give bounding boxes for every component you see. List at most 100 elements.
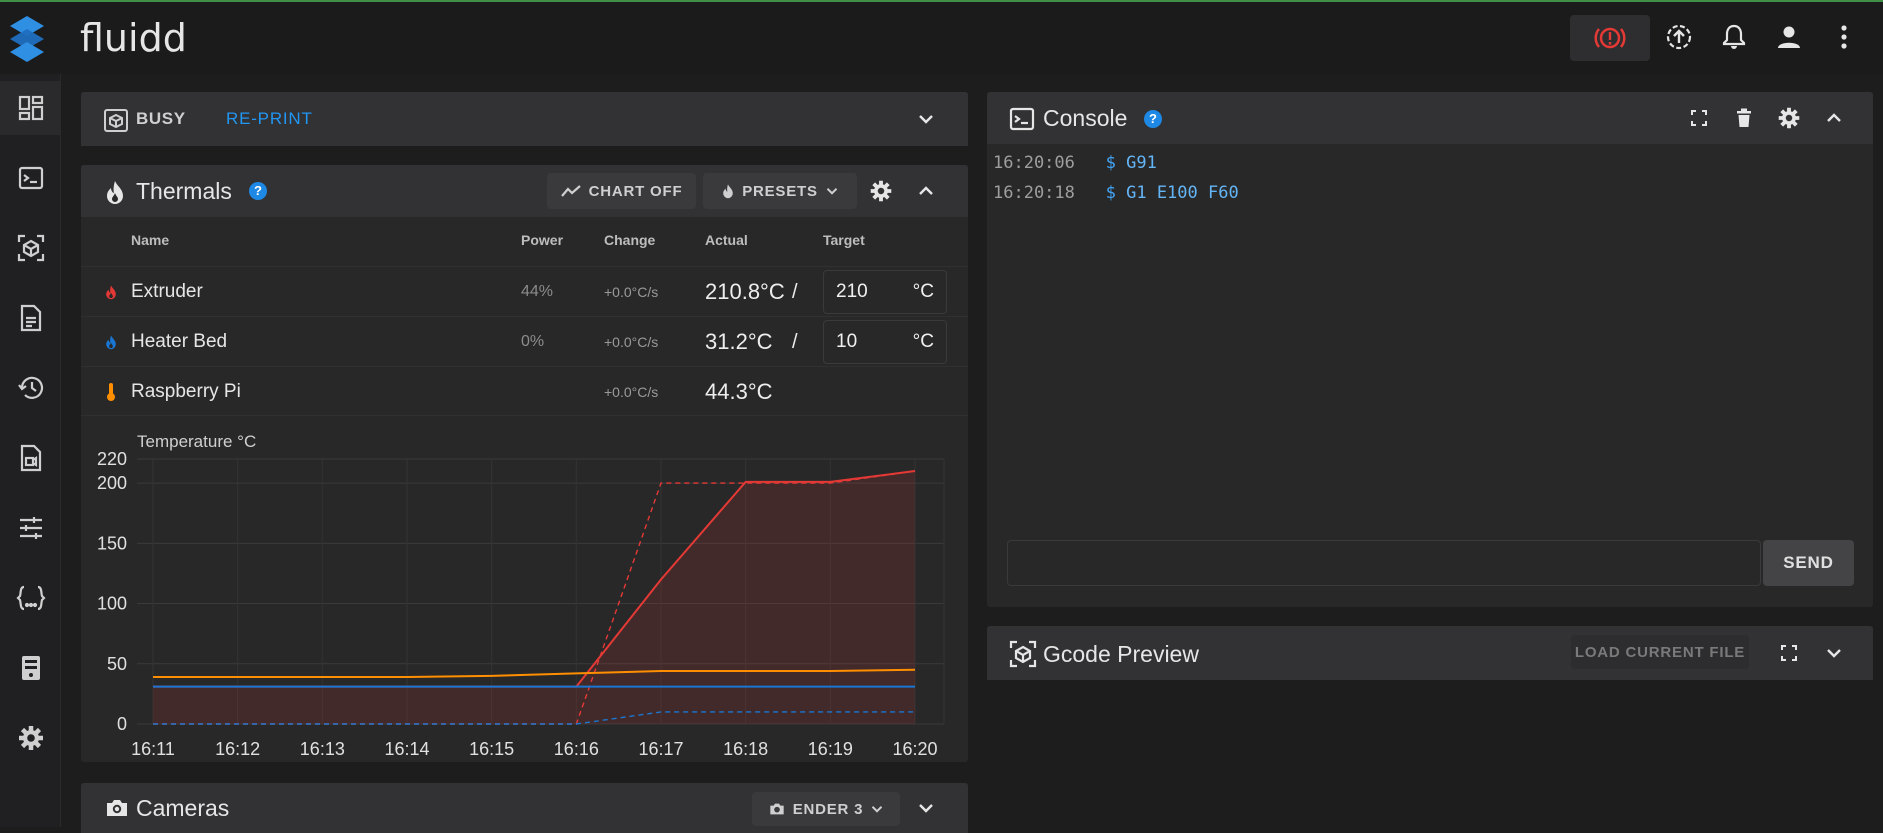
console-header: Console ? xyxy=(987,92,1873,144)
camera-icon xyxy=(770,803,784,815)
x-tick-label: 16:12 xyxy=(215,739,260,757)
thermals-collapse-button[interactable] xyxy=(913,178,939,204)
tune-icon xyxy=(19,517,42,539)
heater-name[interactable]: Heater Bed xyxy=(131,331,228,352)
camera-select-button[interactable]: ENDER 3 xyxy=(752,792,900,826)
gcode-preview-card: Gcode Preview LOAD CURRENT FILE xyxy=(987,626,1873,680)
send-button[interactable]: SEND xyxy=(1763,540,1854,586)
top-accent-line xyxy=(0,0,1883,2)
delete-icon xyxy=(1737,108,1751,127)
console-input[interactable] xyxy=(1018,551,1748,571)
heater-name[interactable]: Extruder xyxy=(131,281,203,302)
emergency-stop-button[interactable] xyxy=(1570,15,1650,61)
nav-macros[interactable] xyxy=(0,571,61,625)
more-menu-button[interactable] xyxy=(1827,20,1861,54)
console-icon xyxy=(18,166,43,190)
target-input[interactable] xyxy=(836,331,896,353)
gcode-preview-title: Gcode Preview xyxy=(1043,641,1199,667)
heater-actual: 31.2°C xyxy=(705,329,773,354)
nav-console[interactable] xyxy=(0,151,61,205)
cameras-header: Cameras ENDER 3 xyxy=(81,783,968,833)
x-tick-label: 16:14 xyxy=(384,739,429,757)
console-icon xyxy=(1009,107,1035,131)
nav-tune[interactable] xyxy=(0,501,61,555)
gcode-expand-button[interactable] xyxy=(1821,640,1847,666)
console-fullscreen-button[interactable] xyxy=(1686,105,1712,131)
cameras-expand-button[interactable] xyxy=(913,795,939,821)
chevron-down-icon xyxy=(1827,649,1841,658)
gcode-preview-header: Gcode Preview LOAD CURRENT FILE xyxy=(987,626,1873,680)
status-expand-button[interactable] xyxy=(913,106,939,132)
upload-print-button[interactable] xyxy=(1662,20,1696,54)
console-entry: 16:20:06 $ G91 xyxy=(993,148,1239,178)
chart-toggle-button[interactable]: CHART OFF xyxy=(547,173,696,209)
heater-power: 0% xyxy=(521,333,545,350)
notifications-button[interactable] xyxy=(1717,20,1751,54)
fluidd-logo-icon[interactable] xyxy=(4,12,50,64)
nav-history[interactable] xyxy=(0,361,61,415)
chevron-down-icon xyxy=(872,806,883,813)
printer-status: BUSY xyxy=(136,109,186,128)
user-button[interactable] xyxy=(1772,20,1806,54)
load-current-file-button[interactable]: LOAD CURRENT FILE xyxy=(1571,635,1749,669)
nav-timelapse[interactable] xyxy=(0,431,61,485)
entry-command[interactable]: G1 E100 F60 xyxy=(1126,183,1239,203)
heater-change: +0.0°C/s xyxy=(604,284,659,300)
console-help-icon[interactable]: ? xyxy=(1144,110,1162,128)
chart-toggle-label: CHART OFF xyxy=(588,182,683,200)
nav-dashboard[interactable] xyxy=(0,81,61,135)
console-log: 16:20:06 $ G91 16:20:18 $ G1 E100 F60 xyxy=(993,148,1239,208)
y-tick-label: 220 xyxy=(97,449,127,469)
extruder-target-field[interactable]: °C xyxy=(823,270,947,314)
gear-icon xyxy=(1778,107,1800,129)
y-tick-label: 200 xyxy=(97,473,127,493)
entry-command[interactable]: G91 xyxy=(1126,153,1157,173)
dots-vertical-icon xyxy=(1841,25,1847,49)
nav-jobs[interactable] xyxy=(0,291,61,345)
console-input-field[interactable] xyxy=(1007,540,1761,586)
cameras-title: Cameras xyxy=(136,795,230,821)
server-icon xyxy=(21,656,40,680)
file-document-icon xyxy=(20,304,41,332)
target-input[interactable] xyxy=(836,281,896,303)
chart-line-icon xyxy=(560,185,581,197)
reprint-link[interactable]: RE-PRINT xyxy=(226,109,313,128)
console-collapse-button[interactable] xyxy=(1821,105,1847,131)
history-icon xyxy=(17,376,43,399)
nav-system[interactable] xyxy=(0,641,61,695)
y-tick-label: 100 xyxy=(97,594,127,614)
target-unit: °C xyxy=(912,281,934,302)
thermals-help-icon[interactable]: ? xyxy=(249,182,267,200)
bed-target-field[interactable]: °C xyxy=(823,320,947,364)
app-title: fluidd xyxy=(80,16,187,60)
col-power: Power xyxy=(521,232,564,248)
nav-settings[interactable] xyxy=(0,711,61,765)
camera-select-label: ENDER 3 xyxy=(792,800,864,818)
thermals-title: Thermals xyxy=(136,178,232,204)
account-icon xyxy=(1778,26,1800,48)
sensor-name[interactable]: Raspberry Pi xyxy=(131,381,241,402)
console-title: Console xyxy=(1043,105,1128,131)
col-target: Target xyxy=(823,232,865,248)
thermals-card: Thermals ? CHART OFF PRESETS Name Power … xyxy=(81,165,968,762)
console-clear-button[interactable] xyxy=(1731,105,1757,131)
nav-gcode-preview[interactable] xyxy=(0,221,61,275)
fire-icon xyxy=(107,181,123,204)
target-separator: / xyxy=(792,280,798,303)
fullscreen-icon xyxy=(1781,645,1797,661)
gcode-fullscreen-button[interactable] xyxy=(1776,640,1802,666)
console-entry: 16:20:18 $ G1 E100 F60 xyxy=(993,178,1239,208)
entry-prompt: $ xyxy=(1105,183,1116,203)
thermals-settings-button[interactable] xyxy=(868,178,894,204)
heater-actual: 210.8°C xyxy=(705,279,785,304)
console-settings-button[interactable] xyxy=(1776,105,1802,131)
chevron-down-icon xyxy=(826,188,838,195)
presets-button[interactable]: PRESETS xyxy=(703,173,857,209)
temperature-chart[interactable]: Temperature °C 220 200 150 100 50 016:11 16:12 1… xyxy=(81,427,968,757)
thermals-header: Thermals ? CHART OFF PRESETS xyxy=(81,165,968,217)
fire-icon xyxy=(723,184,733,199)
upload-icon xyxy=(1666,24,1692,50)
thermometer-icon xyxy=(106,367,116,417)
code-braces-icon xyxy=(15,585,46,611)
entry-prompt: $ xyxy=(1105,153,1116,173)
